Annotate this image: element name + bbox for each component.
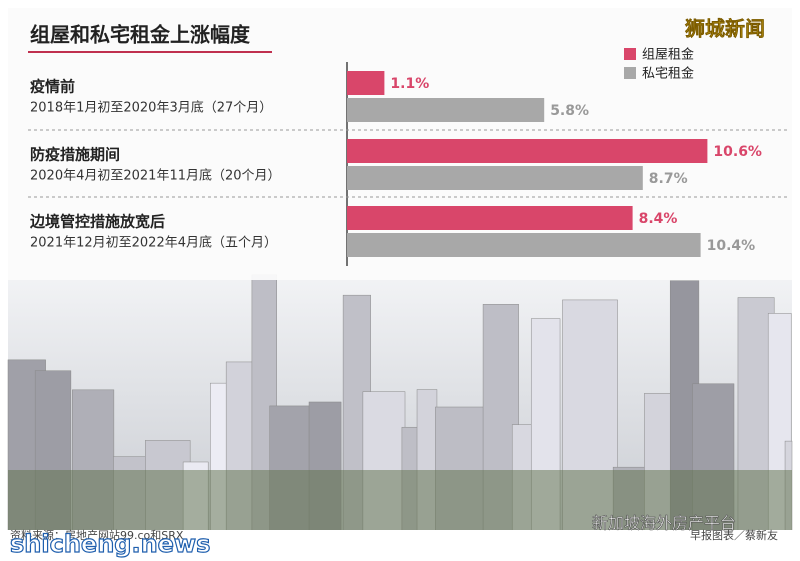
category-period: 2021年12月初至2022年4月底（五个月）: [30, 235, 277, 251]
watermark: shicheng.news: [10, 530, 210, 558]
value-label: 5.8%: [550, 103, 589, 119]
value-label: 10.6%: [713, 144, 762, 160]
value-label: 10.4%: [707, 238, 756, 254]
category-label: 边境管控措施放宽后: [29, 213, 165, 231]
legend-label: 组屋租金: [642, 47, 694, 63]
value-label: 8.4%: [639, 211, 678, 227]
bar: [347, 233, 701, 257]
bar: [347, 139, 708, 163]
legend-swatch: [624, 48, 636, 60]
value-label: 1.1%: [390, 76, 429, 92]
legend-label: 私宅租金: [642, 66, 694, 82]
value-label: 8.7%: [649, 171, 688, 187]
category-period: 2018年1月初至2020年3月底（27个月）: [30, 100, 272, 116]
category-label: 防疫措施期间: [30, 146, 120, 164]
bar: [347, 98, 545, 122]
category-period: 2020年4月初至2021年11月底（20个月）: [30, 168, 281, 184]
bar: [347, 206, 633, 230]
chart-title: 组屋和私宅租金上涨幅度: [30, 23, 251, 47]
legend-swatch: [624, 67, 636, 79]
watermark: 狮城新闻: [685, 17, 765, 41]
category-label: 疫情前: [30, 78, 75, 96]
bar: [347, 166, 643, 190]
bar: [347, 71, 385, 95]
credit: 早报图表／蔡新友: [690, 528, 778, 542]
source: 资料来源：房地产网站99.co和SRX: [10, 528, 184, 542]
trees: [8, 470, 792, 532]
watermark: 新加坡海外房产平台: [592, 514, 736, 533]
footer: [0, 530, 800, 561]
skyline: [7, 274, 793, 533]
